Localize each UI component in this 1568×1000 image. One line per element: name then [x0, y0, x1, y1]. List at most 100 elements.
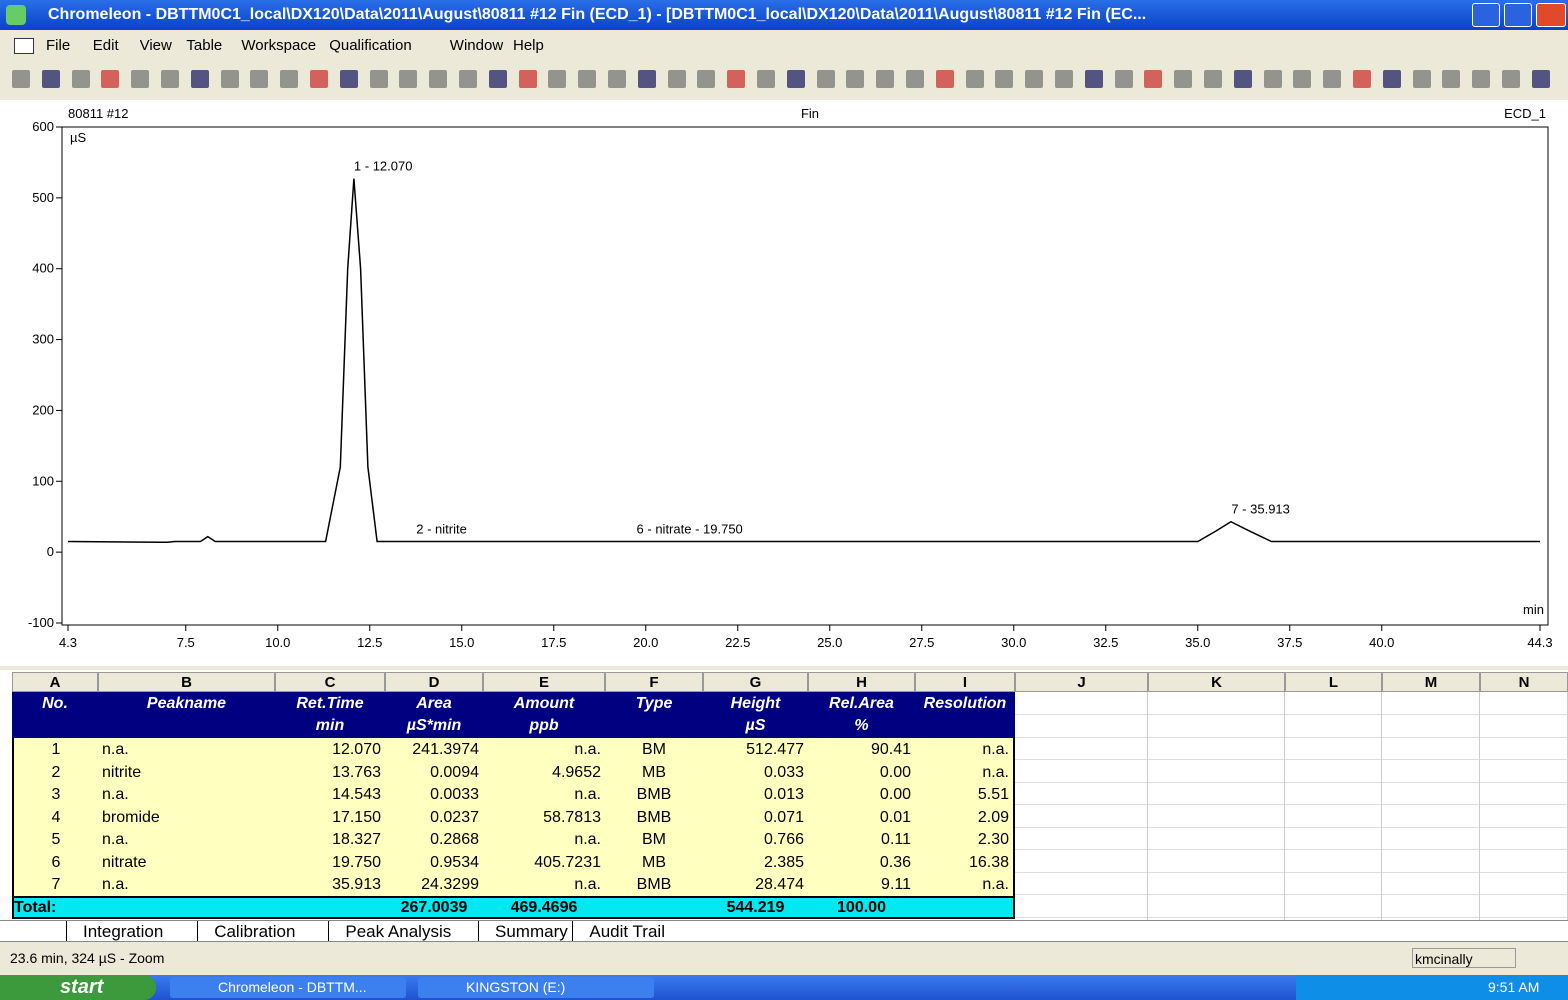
header-title: Amount [513, 695, 575, 712]
sheet-tab[interactable]: Calibration [197, 921, 303, 941]
empty-cell [1285, 827, 1382, 850]
toolbar-button[interactable] [1233, 70, 1252, 88]
toolbar-button[interactable] [488, 70, 507, 88]
toolbar-button[interactable] [757, 70, 775, 88]
toolbar-button[interactable] [1442, 70, 1461, 88]
x-tick-label: 25.0 [817, 635, 842, 650]
menu-item[interactable]: Table [186, 37, 223, 54]
toolbar-button[interactable] [131, 70, 150, 88]
toolbar-button[interactable] [1025, 70, 1044, 88]
toolbar-button[interactable] [310, 70, 328, 88]
sheet-tab[interactable]: Audit Trail [572, 921, 673, 941]
toolbar-button[interactable] [667, 70, 686, 88]
toolbar-button[interactable] [608, 70, 626, 88]
toolbar-button[interactable] [906, 70, 924, 88]
toolbar-button[interactable] [1204, 70, 1222, 88]
toolbar-button[interactable] [1084, 70, 1103, 88]
toolbar-button[interactable] [1114, 70, 1133, 88]
toolbar-button[interactable] [1502, 70, 1520, 88]
taskbar-item[interactable]: Chromeleon - DBTTM... [170, 977, 406, 998]
toolbar-button[interactable] [1382, 70, 1401, 88]
status-text: 23.6 min, 324 µS - Zoom [10, 950, 165, 966]
toolbar-button[interactable] [339, 70, 358, 88]
toolbar-button[interactable] [995, 70, 1014, 88]
table-cell: 241.3974 [385, 738, 483, 761]
toolbar-button[interactable] [786, 70, 805, 88]
menu-item[interactable]: Edit [92, 37, 119, 54]
toolbar-button[interactable] [965, 70, 984, 88]
header-title: Resolution [923, 695, 1007, 712]
header-cell [808, 692, 915, 738]
toolbar-button[interactable] [71, 70, 90, 88]
table-cell: nitrite [98, 760, 275, 784]
start-button[interactable]: start [0, 975, 156, 1000]
column-letter: M [1382, 672, 1480, 692]
toolbar-button[interactable] [1472, 70, 1491, 88]
toolbar-button[interactable] [1055, 70, 1073, 88]
toolbar-button[interactable] [816, 70, 835, 88]
doc-icon [14, 38, 34, 54]
toolbar-button[interactable] [1323, 70, 1342, 88]
peak-label: 6 - nitrate - 19.750 [637, 522, 743, 537]
menu-item[interactable]: Window [449, 37, 504, 54]
empty-cell [1015, 827, 1148, 850]
menu-item[interactable]: Workspace [241, 37, 317, 54]
tray [1296, 975, 1568, 1000]
toolbar-button[interactable] [220, 70, 239, 88]
toolbar-button[interactable] [1144, 70, 1163, 88]
toolbar-button[interactable] [1531, 70, 1550, 88]
toolbar-button[interactable] [727, 70, 746, 88]
toolbar-button[interactable] [399, 70, 418, 88]
table-cell: n.a. [483, 828, 605, 851]
menu-item[interactable]: Qualification [329, 37, 412, 54]
toolbar-button[interactable] [697, 70, 716, 88]
maximize-button[interactable] [1504, 3, 1532, 27]
toolbar-button[interactable] [1263, 70, 1282, 88]
toolbar-button[interactable] [935, 70, 954, 88]
sheet-tab[interactable]: Summary [478, 921, 576, 941]
toolbar-button[interactable] [1412, 70, 1431, 88]
toolbar-button[interactable] [846, 70, 865, 88]
toolbar-button[interactable] [280, 70, 299, 88]
toolbar-button[interactable] [250, 70, 269, 88]
toolbar-button[interactable] [369, 70, 388, 88]
empty-cell [1015, 872, 1148, 895]
toolbar-button[interactable] [1353, 70, 1371, 88]
taskbar-item[interactable]: KINGSTON (E:) [418, 977, 654, 998]
table-cell: 9.11 [808, 873, 915, 896]
toolbar-button[interactable] [101, 70, 120, 88]
table-cell: n.a. [915, 873, 1015, 896]
toolbar-button[interactable] [637, 70, 656, 88]
empty-cell [1382, 894, 1480, 918]
tab-scroll[interactable] [4, 923, 64, 939]
toolbar-button[interactable] [459, 70, 477, 88]
menu-item[interactable]: Help [513, 37, 544, 54]
toolbar-button[interactable] [190, 70, 209, 88]
toolbar-button[interactable] [1174, 70, 1193, 88]
menu-item[interactable]: File [46, 37, 71, 54]
empty-cell [1382, 692, 1480, 715]
empty-cell [1285, 872, 1382, 895]
total-cell: 469.4696 [510, 898, 578, 916]
toolbar-button[interactable] [548, 70, 567, 88]
taskbar: start Chromeleon - DBTTM... KINGSTON (E:) 9… [0, 975, 1568, 1000]
toolbar-button[interactable] [578, 70, 597, 88]
toolbar-button[interactable] [12, 70, 30, 88]
x-tick-label: 4.3 [59, 635, 77, 650]
peak-label: 2 - nitrite [416, 522, 467, 537]
toolbar-button[interactable] [429, 70, 448, 88]
close-button[interactable] [1536, 3, 1566, 27]
menu-item[interactable]: View [139, 37, 172, 54]
column-letter: J [1015, 672, 1148, 692]
table-cell: n.a. [98, 783, 275, 806]
toolbar-button[interactable] [1293, 70, 1312, 88]
x-tick-label: 17.5 [541, 635, 566, 650]
table-cell: 2.09 [915, 805, 1015, 829]
toolbar-button[interactable] [518, 70, 537, 88]
sheet-tab[interactable]: Peak Analysis [328, 921, 459, 941]
toolbar-button[interactable] [876, 70, 895, 88]
sheet-tab[interactable]: Integration [66, 921, 172, 941]
minimize-button[interactable] [1472, 3, 1500, 27]
toolbar-button[interactable] [161, 70, 179, 88]
toolbar-button[interactable] [41, 70, 60, 88]
